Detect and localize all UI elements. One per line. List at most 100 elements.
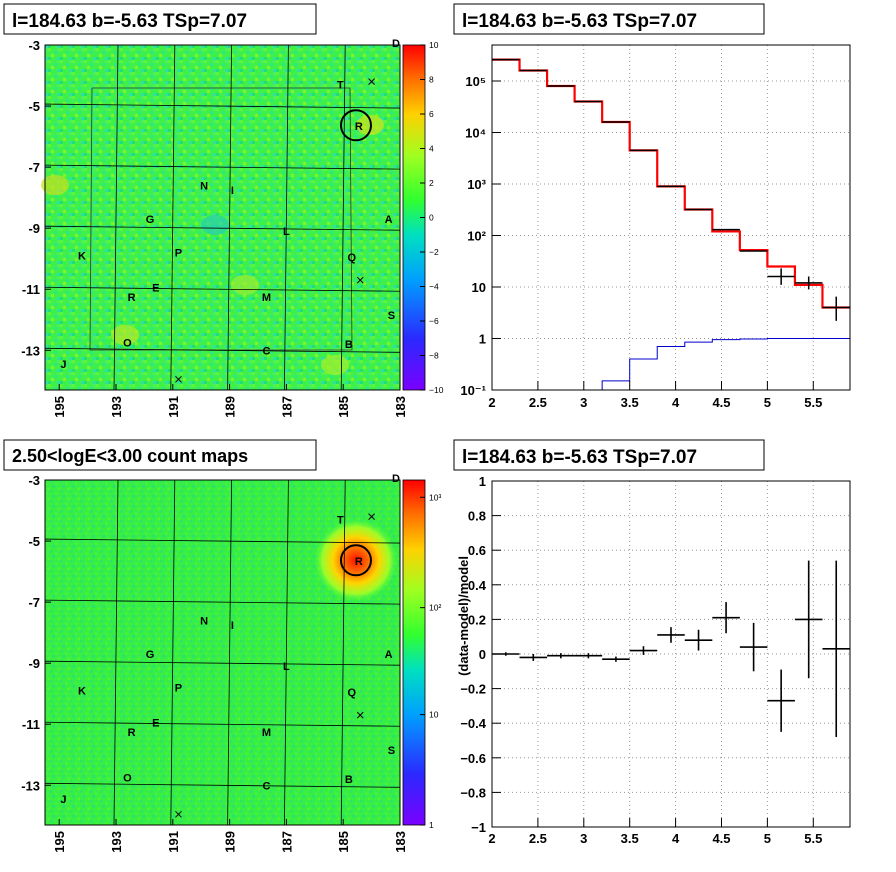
source-label: O xyxy=(123,338,132,350)
spectrum-plot: 2 2.5 3 3.5 4 4.5 5 5.5 10⁻¹ 1 10 10² 10³ 10⁴ 10⁵ xyxy=(460,44,851,410)
map-x-tick-label: 193 xyxy=(109,831,124,853)
source-label: S xyxy=(388,745,395,757)
cross-marker xyxy=(356,276,364,284)
y-tick-label: 10⁻¹ xyxy=(460,383,486,398)
map-x-tick-label: 189 xyxy=(223,396,238,418)
x-tick-label: 3.5 xyxy=(621,831,639,846)
colorbar-tick-label: 4 xyxy=(429,144,434,154)
source-label: J xyxy=(60,794,66,806)
colorbar-tick-label: 2 xyxy=(429,178,434,188)
map-x-tick-label: 189 xyxy=(223,831,238,853)
map-x-tick-label: 187 xyxy=(279,396,294,418)
x-tick-label: 2 xyxy=(488,395,495,410)
map-grid-line xyxy=(227,479,232,826)
source-label: R xyxy=(128,292,136,304)
source-label: T xyxy=(337,515,344,527)
x-tick-label: 4 xyxy=(672,395,680,410)
x-tick-label: 3 xyxy=(580,395,587,410)
x-tick-label: 3 xyxy=(580,831,587,846)
source-label: R xyxy=(128,727,136,739)
y-tick-label: 10 xyxy=(472,280,486,295)
map-grid-line xyxy=(44,721,401,727)
x-tick-label: 2 xyxy=(488,831,495,846)
map-corner-label: D xyxy=(392,38,400,50)
source-label: C xyxy=(263,345,271,357)
source-label: B xyxy=(345,339,353,351)
x-tick-label: 5.5 xyxy=(804,395,822,410)
map-grid-line xyxy=(170,479,176,826)
colorbar-tick-label: 10 xyxy=(429,710,439,720)
source-label: A xyxy=(385,214,393,226)
x-tick-label: 2.5 xyxy=(529,395,547,410)
map-frame xyxy=(44,479,401,826)
source-label: O xyxy=(123,773,132,785)
source-label: G xyxy=(146,649,155,661)
countmap-axes: -3 -5 -7 -9 -11 -13 195 193 191 189 187 185 183 D xyxy=(21,473,408,853)
map-y-tick-label: -7 xyxy=(28,595,40,610)
y-tick-label: −0.6 xyxy=(460,751,486,766)
residual-title: l=184.63 b=-5.63 TSp=7.07 xyxy=(462,447,697,468)
map-grid-line xyxy=(44,347,401,353)
map-x-tick-label: 183 xyxy=(393,831,408,853)
colorbar-tick-label: 1 xyxy=(429,820,434,830)
colorbar-tick-label: −8 xyxy=(429,351,439,361)
map-grid-line xyxy=(44,660,401,666)
countmap-panel: 2.50<logE<3.00 count maps T R N I G A L K P Q E R M S… xyxy=(3,439,441,853)
map-grid-line xyxy=(227,44,232,391)
source-label: B xyxy=(345,774,353,786)
source-glow xyxy=(313,518,398,603)
map-grid-line xyxy=(44,225,401,231)
map-grid-line xyxy=(113,44,119,391)
x-tick-label: 4.5 xyxy=(712,395,730,410)
y-tick-label: −0.4 xyxy=(460,716,486,731)
countmap-title-box xyxy=(3,439,317,471)
countmap-image: T R N I G A L K P Q E R M S O B C J xyxy=(44,479,401,826)
map-y-tick-label: -7 xyxy=(28,160,40,175)
tsmap-title: l=184.63 b=-5.63 TSp=7.07 xyxy=(12,11,247,32)
source-label: R xyxy=(355,556,363,568)
source-label: T xyxy=(337,80,344,92)
tsmap-panel: l=184.63 b=-5.63 TSp=7.07 T R N I G A L K P Q E R M S… xyxy=(3,3,444,418)
source-label: A xyxy=(385,649,393,661)
map-grid-line xyxy=(340,44,346,391)
map-y-tick-label: -9 xyxy=(28,221,40,236)
map-y-tick-label: -3 xyxy=(28,38,40,53)
map-x-tick-label: 193 xyxy=(109,396,124,418)
colorbar-tick-label: 10² xyxy=(429,603,441,613)
y-tick-label: 0.6 xyxy=(468,543,486,558)
residual-panel: l=184.63 b=-5.63 TSp=7.07 2 2.5 3 3.5 4 4.5 5 5… xyxy=(453,439,851,846)
plot-frame xyxy=(491,44,851,391)
y-tick-label: −1 xyxy=(471,820,486,835)
x-tick-label: 4.5 xyxy=(712,831,730,846)
residual-plot: 2 2.5 3 3.5 4 4.5 5 5.5 −1 −0.8 −0.6 −0.4 −0.2 0 0.2 0.… xyxy=(456,474,851,846)
map-corner-label: D xyxy=(392,473,400,485)
countmap-title: 2.50<logE<3.00 count maps xyxy=(12,446,248,466)
map-y-tick-label: -5 xyxy=(28,534,40,549)
source-label: N xyxy=(200,180,208,192)
source-label: I xyxy=(231,185,234,197)
x-tick-label: 3.5 xyxy=(621,395,639,410)
source-label: N xyxy=(200,615,208,627)
map-patch xyxy=(41,175,69,195)
background-step-line xyxy=(492,338,850,391)
cross-marker xyxy=(368,513,375,520)
map-x-tick-label: 195 xyxy=(52,831,67,853)
colorbar-tick-label: 0 xyxy=(429,213,434,223)
source-label: P xyxy=(175,683,182,695)
map-y-tick-label: -3 xyxy=(28,473,40,488)
colorbar-tick-label: −2 xyxy=(429,247,439,257)
cross-marker xyxy=(175,375,182,383)
tsmap-title-box xyxy=(3,3,317,35)
y-tick-label: −0.8 xyxy=(460,785,486,800)
map-y-tick-label: -5 xyxy=(28,99,40,114)
y-tick-label: 10⁴ xyxy=(465,125,486,140)
colorbar-tick-label: 10 xyxy=(429,40,439,50)
y-tick-label: 0.8 xyxy=(468,509,486,524)
source-circle xyxy=(339,544,372,577)
y-axis-label: (data-model)/model xyxy=(456,556,471,676)
countmap-colorbar: 10³ 10² 10 1 xyxy=(402,479,441,830)
source-label: M xyxy=(262,727,271,739)
cross-marker xyxy=(356,711,364,719)
map-y-tick-label: -13 xyxy=(21,343,40,358)
